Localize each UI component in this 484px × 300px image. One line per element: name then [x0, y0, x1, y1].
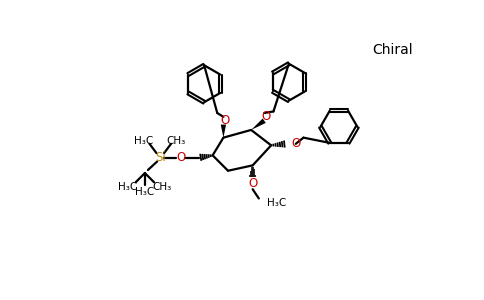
Text: O: O	[261, 110, 271, 123]
Text: H₃C: H₃C	[135, 187, 154, 196]
Text: Si: Si	[155, 151, 166, 164]
Text: CH₃: CH₃	[152, 182, 171, 192]
Text: H₃C: H₃C	[267, 198, 286, 208]
Text: Chiral: Chiral	[373, 43, 413, 57]
Text: H₃C: H₃C	[135, 136, 154, 146]
Text: H₃C: H₃C	[118, 182, 137, 192]
Polygon shape	[221, 124, 226, 138]
Text: O: O	[248, 177, 257, 190]
Text: O: O	[220, 114, 229, 127]
Text: O: O	[291, 137, 301, 150]
Polygon shape	[251, 118, 266, 130]
Text: O: O	[177, 151, 186, 164]
Text: CH₃: CH₃	[166, 136, 185, 146]
